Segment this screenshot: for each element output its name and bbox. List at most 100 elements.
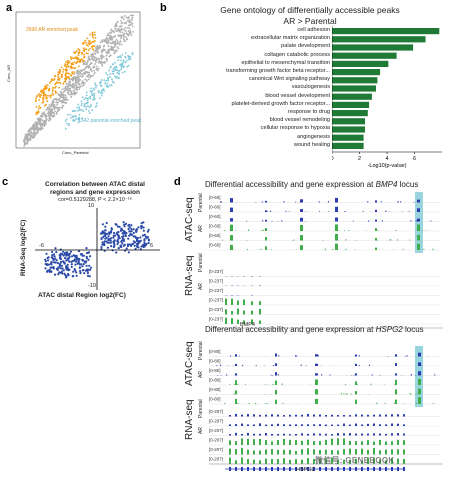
- panel-letter-a: a: [6, 2, 13, 14]
- go-category-label: collagen catabolic process: [264, 51, 330, 58]
- svg-text:[0-237]: [0-237]: [209, 269, 223, 274]
- svg-text:[0-80]: [0-80]: [209, 368, 221, 373]
- go-bar: [332, 126, 365, 133]
- go-category-label: cellular response to hypoxia: [260, 125, 330, 132]
- svg-text:[0-80]: [0-80]: [209, 397, 221, 402]
- svg-text:[0-80]: [0-80]: [209, 359, 221, 364]
- go-category-label: extracellular matrix organization: [251, 35, 330, 42]
- svg-text:[0-237]: [0-237]: [209, 317, 223, 322]
- svg-text:[0-60]: [0-60]: [209, 205, 221, 210]
- svg-text:[0-60]: [0-60]: [209, 224, 221, 229]
- hspg2-atac-parental: Parental: [198, 341, 204, 360]
- svg-text:[0-237]: [0-237]: [209, 298, 223, 303]
- svg-text:[0-60]: [0-60]: [209, 214, 221, 219]
- go-bar: [332, 93, 372, 100]
- go-x-tick: 6: [413, 156, 416, 162]
- bmp4-rna-label: RNA-seq: [184, 255, 195, 296]
- svg-text:[0-60]: [0-60]: [209, 243, 221, 248]
- svg-text:[0-207]: [0-207]: [209, 447, 223, 452]
- go-title: Gene ontology of differentially accessib…: [220, 5, 400, 15]
- hspg2-rna-ar: AR: [198, 427, 204, 434]
- go-x-label: -Log10(p-value): [368, 163, 407, 169]
- hspg2-title: Differential accessibility and gene expr…: [205, 325, 424, 334]
- x-axis-label-c: ATAC distal Region log2(FC): [38, 292, 126, 299]
- go-bar: [332, 69, 381, 76]
- svg-text:[0-60]: [0-60]: [209, 233, 221, 238]
- correlation-scatter: [35, 208, 160, 290]
- panel-letter-c: c: [2, 176, 9, 188]
- y-tick-pos: 10: [88, 203, 95, 209]
- go-bar: [332, 118, 365, 125]
- go-category-label: epithelial to mesenchymal transition: [241, 59, 330, 66]
- go-category-label: response to drug: [288, 109, 330, 115]
- go-bar: [332, 28, 440, 35]
- go-x-tick: 2: [358, 156, 361, 162]
- bmp4-atac-parental: Parental: [198, 193, 204, 212]
- svg-text:[0-237]: [0-237]: [209, 307, 223, 312]
- hspg2-atac-ar: AR: [198, 371, 204, 378]
- bmp4-title: Differential accessibility and gene expr…: [205, 180, 419, 189]
- svg-text:[0-237]: [0-237]: [209, 288, 223, 293]
- svg-text:[0-237]: [0-237]: [209, 279, 223, 284]
- go-bar-chart: 0 2 4 6 -Log10(p-value): [332, 26, 442, 169]
- hspg2-rna-label: RNA-seq: [184, 399, 195, 440]
- svg-text:[0-80]: [0-80]: [209, 378, 221, 383]
- x-tick-pos: 6: [150, 243, 154, 249]
- svg-text:[0-207]: [0-207]: [209, 419, 223, 424]
- watermark-text: 微信号: GENEBOOK: [315, 456, 395, 465]
- go-category-label: angiogenesis: [297, 133, 330, 140]
- go-category-label: transforming growth factor beta receptor…: [226, 68, 330, 74]
- go-bar: [332, 52, 397, 59]
- go-bar: [332, 101, 370, 108]
- go-x-tick: 0: [332, 156, 334, 162]
- legend-parental-enriched: 1342 parental enriched peak: [78, 118, 142, 124]
- hspg2-rna-parental: Parental: [198, 399, 204, 418]
- go-bar: [332, 60, 389, 67]
- correlation-title-2: regions and gene expression: [50, 189, 140, 196]
- go-category-label: vasculogenesis: [291, 84, 330, 91]
- svg-text:[0-80]: [0-80]: [209, 387, 221, 392]
- hspg2-tracks: [0-80] [0-80] [0-80] [0-80] [0-80] [0-80] [0-2…: [209, 346, 443, 471]
- bmp4-atac-label: ATAC-seq: [184, 197, 195, 242]
- svg-text:[0-60]: [0-60]: [209, 195, 221, 200]
- hspg2-gene-name: HSPG2: [296, 467, 315, 473]
- go-category-label: palate development: [281, 43, 330, 50]
- x-tick-neg: -6: [39, 243, 44, 249]
- svg-text:[0-207]: [0-207]: [209, 409, 223, 414]
- panel-letter-d: d: [174, 176, 181, 188]
- y-tick-neg: -10: [88, 283, 96, 289]
- bmp4-gene-name: BMP4: [240, 322, 255, 328]
- go-category-label: blood vessel development: [265, 92, 330, 99]
- panel-letter-b: b: [160, 2, 167, 14]
- go-subtitle: AR > Parental: [283, 16, 337, 26]
- svg-text:[0-207]: [0-207]: [209, 428, 223, 433]
- go-category-label: platelet-derived growth factor receptor.…: [231, 100, 330, 107]
- go-bar: [332, 142, 364, 149]
- scatter-plot-a: [15, 11, 141, 149]
- go-x-tick: 4: [385, 156, 388, 162]
- bmp4-rna-parental: Parental: [198, 253, 204, 272]
- legend-ar-enriched: 2696 AR enriched peak: [26, 27, 78, 33]
- go-bar: [332, 134, 364, 141]
- go-category-label: canonical Wnt signaling pathway: [248, 76, 330, 83]
- bmp4-rna-ar: AR: [198, 283, 204, 290]
- go-bar: [332, 110, 368, 117]
- svg-text:[0-207]: [0-207]: [209, 438, 223, 443]
- hspg2-atac-label: ATAC-seq: [184, 341, 195, 386]
- y-axis-label-c: RNA-Seq log2(FC): [20, 219, 27, 276]
- go-labels: cell adhesion extracellular matrix organi…: [150, 26, 330, 161]
- x-axis-label-a: Conc_Parental: [62, 150, 89, 155]
- go-category-label: cell adhesion: [297, 27, 330, 33]
- svg-text:[0-207]: [0-207]: [209, 457, 223, 462]
- go-bar: [332, 36, 426, 43]
- bmp4-atac-ar: AR: [198, 225, 204, 232]
- correlation-title-1: Correlation between ATAC distal: [45, 181, 145, 188]
- svg-text:[0-80]: [0-80]: [209, 349, 221, 354]
- correlation-stat: cor=0.5129288, P < 2.2×10⁻¹⁶: [58, 197, 132, 203]
- y-axis-label-a: Conc_AR: [6, 64, 11, 82]
- go-category-label: wound healing: [293, 141, 330, 148]
- go-category-label: blood vessel remodeling: [269, 117, 330, 124]
- go-bar: [332, 85, 376, 92]
- go-bar: [332, 44, 414, 51]
- go-bar: [332, 77, 378, 84]
